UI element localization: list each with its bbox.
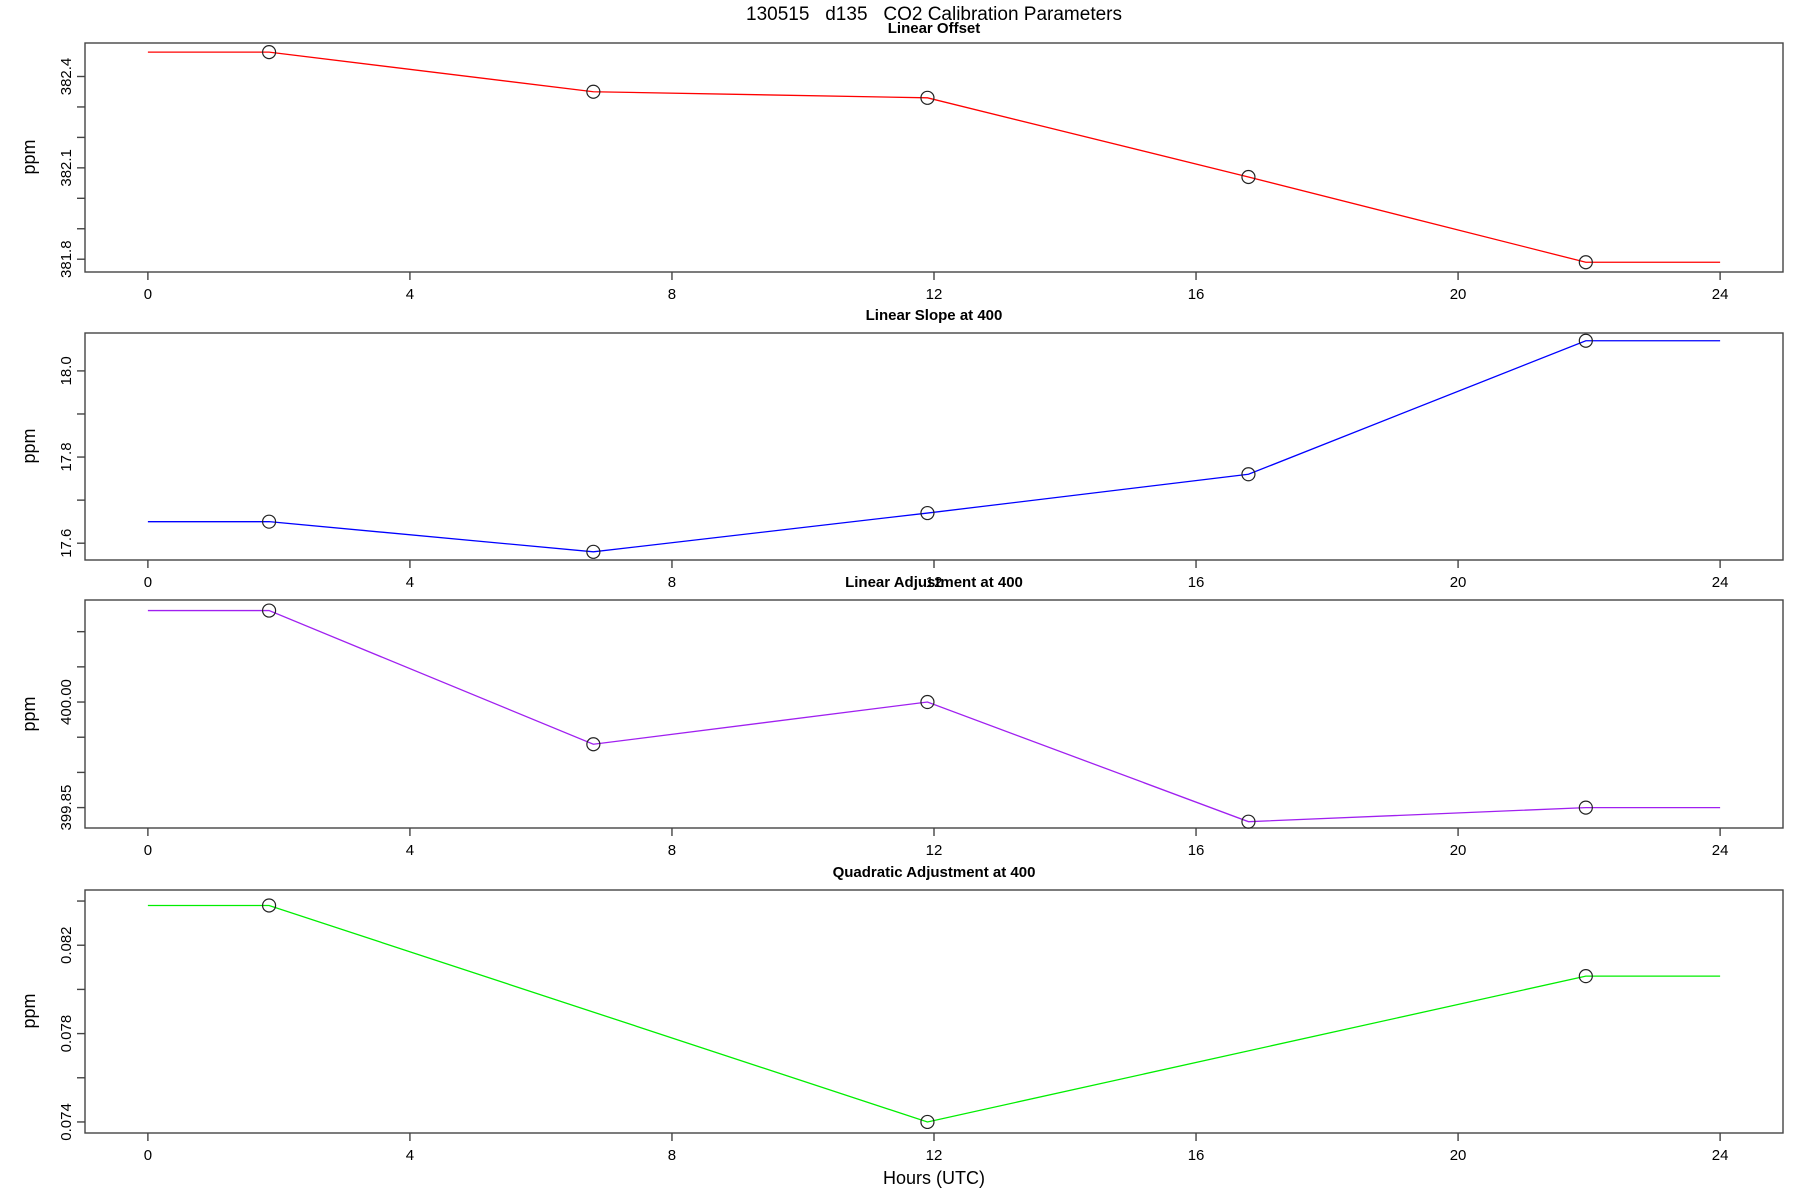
panel-title-linear-adjustment: Linear Adjustment at 400: [845, 574, 1023, 591]
x-tick-label: 0: [144, 842, 152, 859]
x-tick-label: 12: [926, 1147, 943, 1164]
data-point-marker: [920, 1114, 935, 1130]
x-tick-label: 4: [406, 1147, 414, 1164]
y-tick-label: 381.8: [58, 240, 75, 278]
x-tick-label: 20: [1450, 286, 1467, 303]
data-point-marker: [920, 505, 935, 521]
data-point-marker: [1578, 333, 1593, 348]
series-line: [147, 51, 1721, 263]
x-tick-label: 16: [1188, 1147, 1205, 1164]
x-tick-label: 24: [1712, 1147, 1729, 1164]
data-point-marker: [1241, 169, 1256, 185]
panel-title-linear-offset: Linear Offset: [887, 20, 981, 37]
x-axis-label: Hours (UTC): [883, 1168, 985, 1188]
data-point-marker: [1241, 814, 1256, 829]
x-tick-label: 20: [1450, 574, 1467, 591]
y-tick-label: 399.85: [58, 785, 75, 831]
x-tick-label: 24: [1712, 286, 1729, 303]
x-tick-label: 20: [1450, 1147, 1467, 1164]
x-tick-label: 16: [1188, 286, 1205, 303]
x-tick-label: 0: [144, 286, 152, 303]
main-title: 130515 d135 CO2 Calibration Parameters: [746, 4, 1122, 25]
x-tick-label: 8: [668, 842, 676, 859]
plot-box: [84, 889, 1784, 1134]
x-tick-label: 4: [406, 574, 414, 591]
x-tick-label: 20: [1450, 842, 1467, 859]
x-tick-label: 12: [926, 842, 943, 859]
data-point-marker: [920, 694, 935, 710]
data-point-marker: [261, 898, 277, 913]
x-tick-label: 8: [668, 574, 676, 591]
data-point-marker: [1578, 800, 1593, 815]
data-point-marker: [920, 90, 935, 105]
data-point-marker: [261, 603, 277, 618]
data-point-marker: [586, 737, 601, 752]
series-line: [147, 340, 1721, 553]
panel-title-quadratic-adjustment: Quadratic Adjustment at 400: [832, 864, 1036, 881]
x-tick-label: 12: [926, 286, 943, 303]
data-point-marker: [586, 84, 601, 99]
x-tick-label: 12: [926, 574, 943, 591]
x-tick-label: 0: [144, 574, 152, 591]
x-tick-label: 8: [668, 1147, 676, 1164]
y-tick-label: 17.8: [58, 442, 75, 471]
x-tick-label: 0: [144, 1147, 152, 1164]
y-tick-label: 382.4: [58, 58, 75, 96]
x-tick-label: 24: [1712, 574, 1729, 591]
y-tick-label: 382.1: [58, 149, 75, 187]
series-line: [147, 609, 1721, 823]
y-tick-label: 0.074: [58, 1103, 75, 1141]
data-point-marker: [1578, 969, 1593, 984]
x-tick-label: 16: [1188, 574, 1205, 591]
y-tick-label: 400.00: [58, 679, 75, 725]
y-tick-label: 17.6: [58, 529, 75, 558]
data-point-marker: [1578, 255, 1593, 270]
x-tick-label: 8: [668, 286, 676, 303]
x-tick-label: 4: [406, 286, 414, 303]
series-line: [147, 904, 1721, 1123]
x-tick-label: 24: [1712, 842, 1729, 859]
data-point-marker: [1241, 467, 1256, 482]
plot-box: [84, 42, 1784, 273]
data-point-marker: [586, 544, 601, 559]
y-tick-label: 0.082: [58, 926, 75, 964]
x-tick-label: 16: [1188, 842, 1205, 859]
y-tick-label: 18.0: [58, 356, 75, 385]
x-tick-label: 4: [406, 842, 414, 859]
plot-box: [84, 599, 1784, 829]
data-point-marker: [261, 45, 277, 60]
data-point-marker: [261, 514, 277, 529]
panel-title-linear-slope: Linear Slope at 400: [865, 307, 1003, 324]
plot-box: [84, 332, 1784, 561]
y-tick-label: 0.078: [58, 1015, 75, 1053]
